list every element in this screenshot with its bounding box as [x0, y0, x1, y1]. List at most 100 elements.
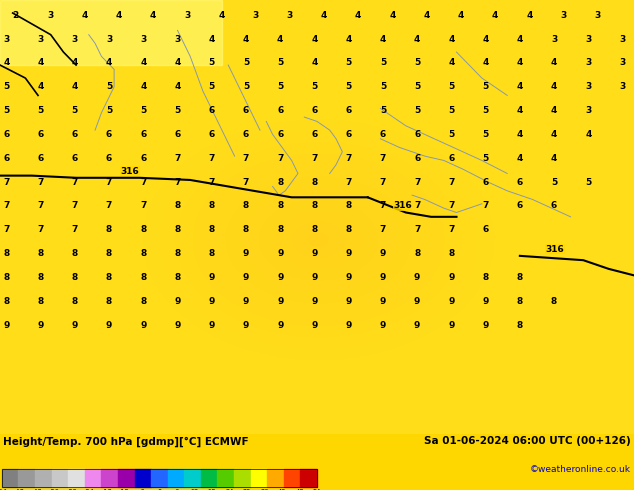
Text: 6: 6 — [311, 130, 318, 139]
Text: Height/Temp. 700 hPa [gdmp][°C] ECMWF: Height/Temp. 700 hPa [gdmp][°C] ECMWF — [3, 437, 249, 447]
Text: 8: 8 — [517, 321, 523, 330]
Text: 8: 8 — [482, 273, 489, 282]
Text: 316: 316 — [545, 245, 564, 254]
Text: 5: 5 — [380, 58, 386, 68]
Text: 4: 4 — [150, 11, 156, 20]
Text: 9: 9 — [37, 321, 44, 330]
Text: 4: 4 — [551, 130, 557, 139]
Text: 9: 9 — [243, 273, 249, 282]
Text: 4: 4 — [72, 82, 78, 91]
Text: 4: 4 — [218, 11, 224, 20]
Text: 6: 6 — [277, 106, 283, 115]
Text: 4: 4 — [517, 82, 523, 91]
Text: 8: 8 — [106, 225, 112, 234]
Text: 6: 6 — [209, 130, 215, 139]
Text: 42: 42 — [278, 489, 286, 490]
Text: 3: 3 — [47, 11, 53, 20]
Text: 4: 4 — [81, 11, 87, 20]
Text: 8: 8 — [346, 225, 352, 234]
Text: 9: 9 — [346, 321, 352, 330]
FancyBboxPatch shape — [0, 0, 222, 65]
Text: 7: 7 — [380, 154, 386, 163]
Text: 7: 7 — [3, 225, 10, 234]
Bar — [268, 469, 284, 487]
Text: 4: 4 — [517, 106, 523, 115]
Text: 8: 8 — [72, 249, 78, 258]
Text: 7: 7 — [209, 178, 215, 187]
Text: 8: 8 — [174, 201, 181, 211]
Text: 4: 4 — [37, 82, 44, 91]
Text: 9: 9 — [482, 321, 489, 330]
Text: 6: 6 — [414, 130, 420, 139]
Text: 5: 5 — [346, 82, 352, 91]
Text: 9: 9 — [174, 321, 181, 330]
Text: 7: 7 — [311, 154, 318, 163]
Text: 3: 3 — [619, 82, 626, 91]
Text: 5: 5 — [140, 106, 146, 115]
Text: 7: 7 — [174, 154, 181, 163]
Text: 6: 6 — [3, 130, 10, 139]
Text: 4: 4 — [458, 11, 464, 20]
Text: 5: 5 — [243, 58, 249, 68]
Text: 8: 8 — [311, 178, 318, 187]
Text: 3: 3 — [184, 11, 190, 20]
Text: 8: 8 — [311, 201, 318, 211]
Text: 5: 5 — [551, 178, 557, 187]
Text: 9: 9 — [380, 321, 386, 330]
Text: 6: 6 — [3, 154, 10, 163]
Bar — [301, 469, 317, 487]
Text: 7: 7 — [3, 201, 10, 211]
Text: 9: 9 — [482, 297, 489, 306]
Text: 5: 5 — [106, 82, 112, 91]
Text: 9: 9 — [209, 297, 215, 306]
Text: 5: 5 — [3, 106, 10, 115]
Text: 6: 6 — [243, 106, 249, 115]
Text: 5: 5 — [482, 154, 489, 163]
Text: 5: 5 — [37, 106, 44, 115]
Text: 4: 4 — [482, 34, 489, 44]
Text: 8: 8 — [209, 249, 215, 258]
Bar — [101, 469, 118, 487]
Text: 5: 5 — [585, 178, 592, 187]
Text: 5: 5 — [414, 58, 420, 68]
Text: 9: 9 — [209, 321, 215, 330]
Text: 7: 7 — [243, 154, 249, 163]
Text: 6: 6 — [175, 489, 179, 490]
Text: 8: 8 — [517, 273, 523, 282]
Text: 9: 9 — [277, 321, 283, 330]
Text: 3: 3 — [252, 11, 259, 20]
Text: 3: 3 — [287, 11, 293, 20]
Text: -36: -36 — [49, 489, 60, 490]
Text: 4: 4 — [140, 82, 146, 91]
Bar — [201, 469, 217, 487]
Text: 3: 3 — [551, 34, 557, 44]
Text: 5: 5 — [174, 106, 181, 115]
Text: 6: 6 — [311, 106, 318, 115]
Bar — [217, 469, 234, 487]
Text: 9: 9 — [140, 321, 146, 330]
Text: 8: 8 — [3, 297, 10, 306]
Text: 7: 7 — [72, 225, 78, 234]
Text: 6: 6 — [209, 106, 215, 115]
Text: 5: 5 — [380, 106, 386, 115]
Text: 8: 8 — [448, 249, 455, 258]
Text: 9: 9 — [414, 273, 420, 282]
Text: 9: 9 — [414, 297, 420, 306]
Text: 6: 6 — [414, 154, 420, 163]
Text: 6: 6 — [174, 130, 181, 139]
Text: 3: 3 — [37, 34, 44, 44]
Text: 3: 3 — [585, 82, 592, 91]
Text: 7: 7 — [72, 178, 78, 187]
Text: 8: 8 — [3, 249, 10, 258]
Text: 7: 7 — [380, 201, 386, 211]
Text: 4: 4 — [380, 34, 386, 44]
Text: 9: 9 — [346, 297, 352, 306]
Text: 7: 7 — [346, 178, 352, 187]
Text: 8: 8 — [277, 178, 283, 187]
Text: 7: 7 — [106, 178, 112, 187]
Text: 9: 9 — [311, 273, 318, 282]
Text: 7: 7 — [448, 178, 455, 187]
Text: 8: 8 — [346, 201, 352, 211]
Bar — [250, 469, 268, 487]
Text: 48: 48 — [295, 489, 304, 490]
